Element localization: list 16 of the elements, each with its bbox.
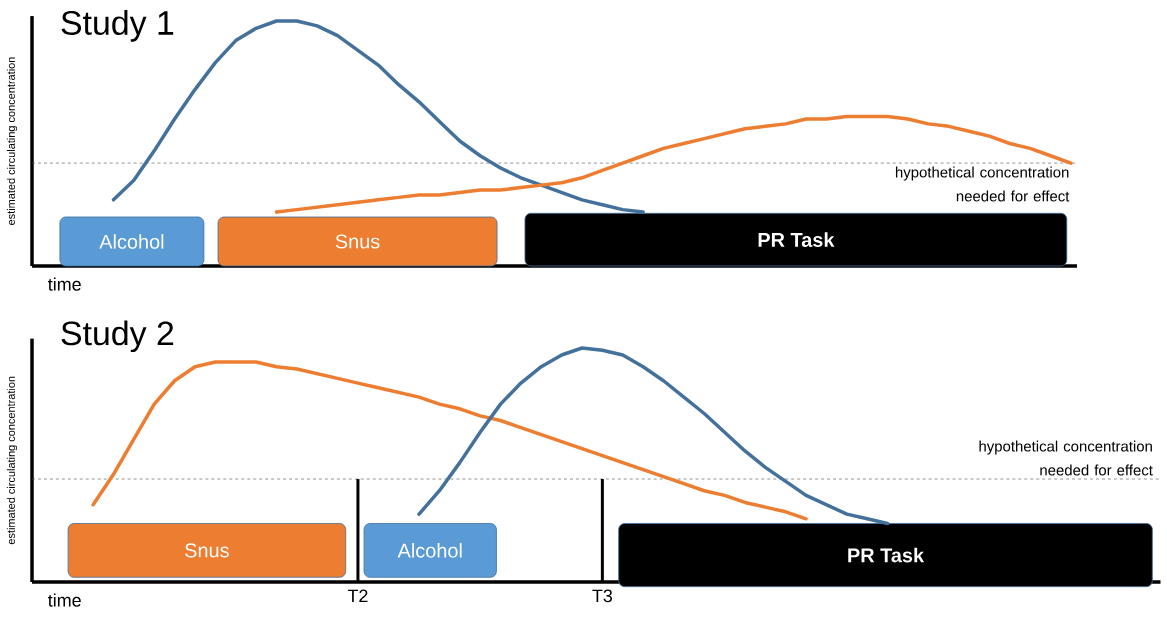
x-axis-title: time <box>48 277 81 291</box>
y-axis-title: estimated circulating concentration <box>6 376 18 545</box>
chart-title: Study 2 <box>61 320 174 353</box>
annotation: Alcohol <box>397 543 462 558</box>
x-tick-label: T2 <box>347 589 368 603</box>
annotation: Alcohol <box>99 234 164 249</box>
annotation: Snus <box>185 543 229 558</box>
chart-title: Study 1 <box>61 10 174 42</box>
x-tick-label: T3 <box>592 589 613 603</box>
annotation: PR Task <box>758 232 835 247</box>
x-axis-title: time <box>48 593 81 607</box>
ref-line-label: hypothetical concentration needed for effect <box>895 166 1070 202</box>
ref-line-label: hypothetical concentration needed for effect <box>979 440 1153 476</box>
annotation: Snus <box>335 234 380 249</box>
annotation: PR Task <box>848 547 925 563</box>
y-axis-title: estimated circulating concentration <box>6 57 18 225</box>
